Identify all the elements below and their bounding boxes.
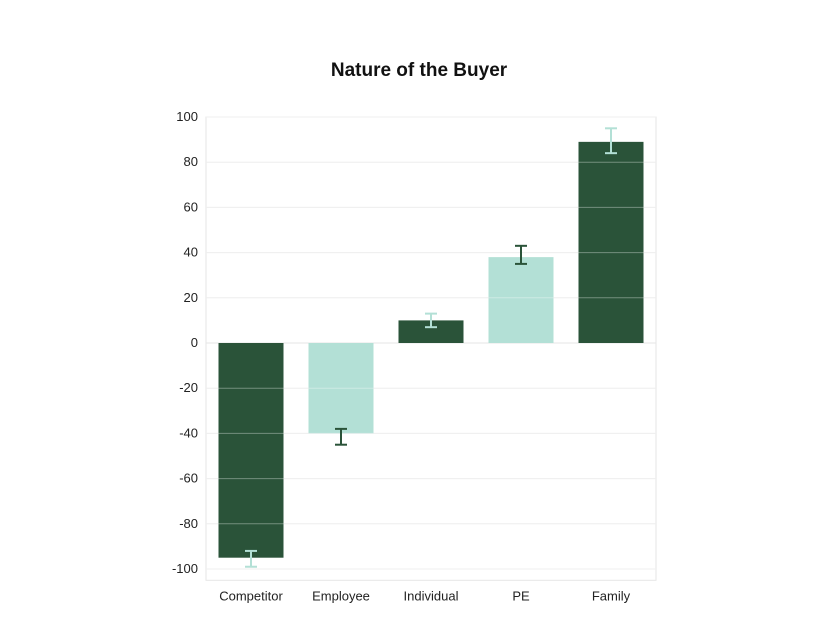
bar-competitor bbox=[218, 343, 284, 558]
x-axis: Competitor Employee Individual PE Family bbox=[219, 588, 630, 603]
bar-employee bbox=[308, 343, 374, 434]
y-tick-label: 60 bbox=[184, 199, 198, 214]
y-tick-label: 0 bbox=[191, 335, 198, 350]
error-bars bbox=[245, 127, 617, 568]
x-tick-label: Employee bbox=[312, 588, 370, 603]
error-bar-individual bbox=[425, 312, 437, 329]
y-tick-label: -60 bbox=[179, 471, 198, 486]
y-tick-label: 40 bbox=[184, 245, 198, 260]
bar-individual bbox=[398, 320, 464, 343]
y-tick-label: -100 bbox=[172, 561, 198, 576]
x-tick-label: PE bbox=[512, 588, 530, 603]
y-tick-label: 20 bbox=[184, 290, 198, 305]
bars bbox=[218, 141, 644, 558]
y-tick-label: -80 bbox=[179, 516, 198, 531]
y-tick-label: 80 bbox=[184, 154, 198, 169]
bar-family bbox=[578, 141, 644, 343]
x-tick-label: Family bbox=[592, 588, 631, 603]
y-axis: 100 80 60 40 20 0 -20 -40 -60 -80 -100 bbox=[172, 109, 198, 576]
y-tick-label: 100 bbox=[176, 109, 198, 124]
x-tick-label: Individual bbox=[404, 588, 459, 603]
chart-title: Nature of the Buyer bbox=[330, 60, 508, 81]
bar-pe bbox=[488, 257, 554, 343]
x-tick-label: Competitor bbox=[219, 588, 283, 603]
error-bar-employee bbox=[335, 427, 347, 446]
error-bar-competitor bbox=[245, 549, 257, 568]
y-tick-label: -40 bbox=[179, 425, 198, 440]
error-bar-family bbox=[605, 127, 617, 155]
y-tick-label: -20 bbox=[179, 380, 198, 395]
overlay-grid-lines bbox=[206, 116, 656, 570]
error-bar-pe bbox=[515, 244, 527, 265]
